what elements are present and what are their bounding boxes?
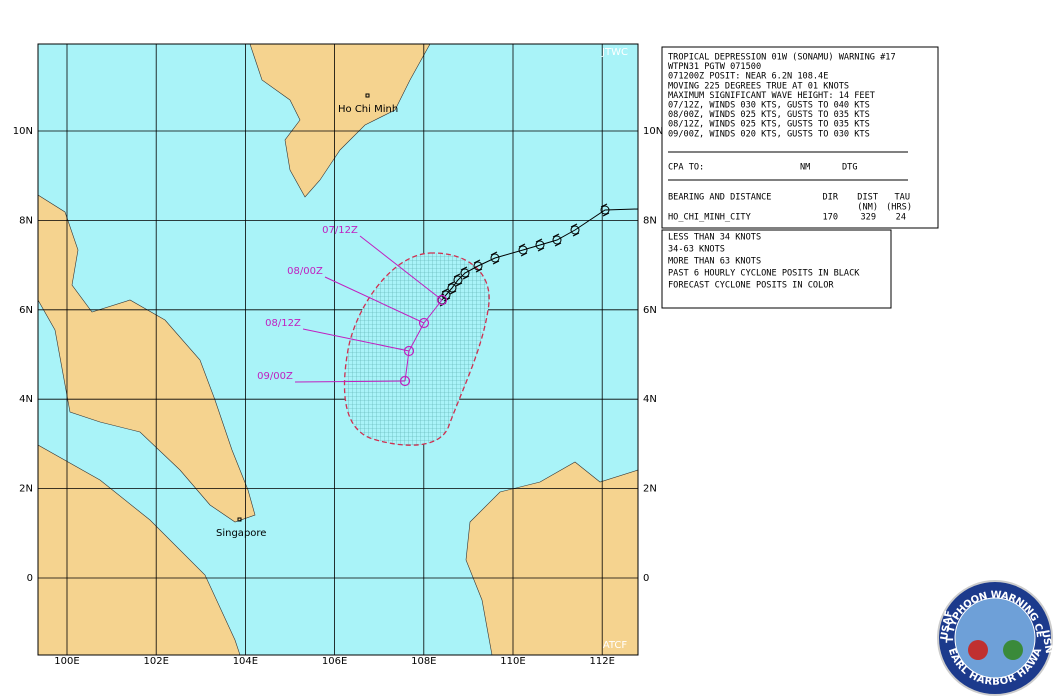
box-text: WTPN31 PGTW 071500 xyxy=(668,62,761,72)
lon-label: 112E xyxy=(589,656,614,667)
box-text: MORE THAN 63 KNOTS xyxy=(668,257,761,267)
past-position-tail xyxy=(460,266,470,280)
box-text: (NM) xyxy=(857,203,878,213)
box-text: 08/00Z, WINDS 025 KTS, GUSTS TO 035 KTS xyxy=(668,110,870,120)
forecast-label: 08/12Z xyxy=(265,318,301,329)
box-text: CPA TO: xyxy=(668,163,704,173)
past-position-tail xyxy=(535,238,545,252)
map-frame xyxy=(37,43,639,656)
box-text: 071200Z POSIT: NEAR 6.2N 108.4E xyxy=(668,72,828,82)
forecast-leader xyxy=(294,380,406,383)
lat-label: 6N xyxy=(19,305,33,316)
past-position-tail xyxy=(447,281,457,295)
box-text: 07/12Z, WINDS 030 KTS, GUSTS TO 040 KTS xyxy=(668,101,870,111)
land xyxy=(38,194,256,523)
corner-label: ATCF xyxy=(603,640,628,651)
forecast-leader xyxy=(302,328,410,352)
lon-label: 104E xyxy=(233,656,258,667)
logo-text: USN xyxy=(1039,629,1054,654)
past-position xyxy=(460,268,470,278)
box-text: DIST xyxy=(857,193,878,203)
lat-label: 0 xyxy=(643,573,649,584)
lat-label: 8N xyxy=(643,215,657,226)
box-text: DIR xyxy=(822,193,838,203)
past-position xyxy=(490,253,500,263)
box-text: 08/12Z, WINDS 025 KTS, GUSTS TO 035 KTS xyxy=(668,120,870,130)
box-text: TAU xyxy=(894,193,910,203)
box-text: HO_CHI_MINH_CITY xyxy=(668,213,752,223)
box-text: (HRS) xyxy=(886,203,912,213)
corner-label: JTWC xyxy=(601,47,628,58)
past-position-tail xyxy=(552,233,562,247)
past-position xyxy=(535,240,545,250)
box-text: NM xyxy=(800,163,810,173)
lat-label: 10N xyxy=(13,126,33,137)
city-label: Ho Chi Minh xyxy=(338,104,398,115)
forecast-position xyxy=(418,317,430,329)
past-position-tail xyxy=(490,251,500,265)
past-position-tail xyxy=(518,243,528,257)
lat-label: 2N xyxy=(19,484,33,495)
forecast-label: 09/00Z xyxy=(257,371,293,382)
city-marker xyxy=(237,517,242,522)
past-position-tail xyxy=(570,223,580,237)
box-text: 34-63 KNOTS xyxy=(668,245,725,255)
forecast-leader xyxy=(324,276,425,324)
box-text: TROPICAL DEPRESSION 01W (SONAMU) WARNING… xyxy=(668,53,896,63)
legend-box xyxy=(661,229,892,309)
forecast-position xyxy=(403,345,415,357)
box-text: FORECAST CYCLONE POSITS IN COLOR xyxy=(668,281,834,291)
forecast-label: 08/00Z xyxy=(287,266,323,277)
box-text: 09/00Z, WINDS 020 KTS, GUSTS TO 030 KTS xyxy=(668,129,870,139)
land xyxy=(38,444,241,655)
past-position-tail xyxy=(453,273,463,287)
lat-label: 10N xyxy=(643,126,663,137)
lat-label: 8N xyxy=(19,215,33,226)
past-position xyxy=(453,275,463,285)
city-label: Singapore xyxy=(216,528,266,539)
past-position-tail xyxy=(473,259,483,273)
city-marker xyxy=(365,93,370,98)
land xyxy=(465,461,638,655)
forecast-label: 07/12Z xyxy=(322,225,358,236)
past-position-tail xyxy=(600,203,610,217)
lat-label: 2N xyxy=(643,484,657,495)
past-position xyxy=(552,235,562,245)
logo-text: USAF xyxy=(939,610,955,641)
box-text: 329 xyxy=(860,213,876,223)
box-text: BEARING AND DISTANCE xyxy=(668,193,771,203)
box-text: MAXIMUM SIGNIFICANT WAVE HEIGHT: 14 FEET xyxy=(668,91,875,101)
lon-label: 110E xyxy=(500,656,525,667)
box-text: MOVING 225 DEGREES TRUE AT 01 KNOTS xyxy=(668,81,849,91)
forecast-leader xyxy=(359,235,443,301)
forecast-cone xyxy=(343,252,490,446)
box-text: 170 xyxy=(822,213,838,223)
lon-label: 108E xyxy=(411,656,436,667)
past-position xyxy=(447,283,457,293)
forecast-track xyxy=(404,299,443,382)
past-position xyxy=(473,261,483,271)
box-text: PAST 6 HOURLY CYCLONE POSITS IN BLACK xyxy=(668,269,860,279)
past-position xyxy=(518,245,528,255)
warning-box xyxy=(661,46,939,229)
lat-label: 4N xyxy=(19,394,33,405)
lon-label: 102E xyxy=(143,656,168,667)
lat-label: 4N xyxy=(643,394,657,405)
logo-emblem xyxy=(1003,640,1023,660)
past-position xyxy=(600,205,610,215)
box-text: DTG xyxy=(842,163,858,173)
lat-label: 0 xyxy=(27,573,33,584)
box-text: LESS THAN 34 KNOTS xyxy=(668,233,761,243)
box-text: 24 xyxy=(896,213,906,223)
past-position xyxy=(570,225,580,235)
logo-emblem xyxy=(968,640,988,660)
past-track xyxy=(441,208,638,301)
lat-label: 6N xyxy=(643,305,657,316)
map xyxy=(38,44,638,655)
lon-label: 100E xyxy=(54,656,79,667)
lon-label: 106E xyxy=(322,656,347,667)
land xyxy=(249,44,431,198)
forecast-position xyxy=(436,294,448,306)
